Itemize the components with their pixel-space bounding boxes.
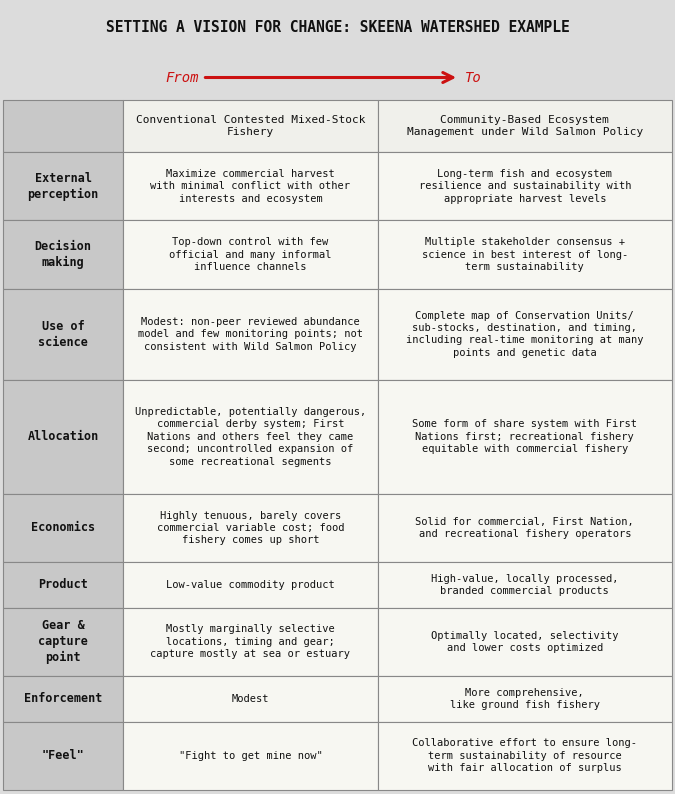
Text: Decision
making: Decision making [34, 240, 92, 269]
Bar [123, 494, 378, 562]
Text: To: To [465, 71, 482, 84]
Text: Community-Based Ecosystem
Management under Wild Salmon Policy: Community-Based Ecosystem Management und… [406, 115, 643, 137]
Bar [123, 380, 378, 494]
Text: From: From [165, 71, 198, 84]
Text: Some form of share system with First
Nations first; recreational fishery
equitab: Some form of share system with First Nat… [412, 419, 637, 454]
Bar [378, 289, 672, 380]
Bar [3, 289, 123, 380]
Bar [3, 380, 123, 494]
Bar [123, 152, 378, 221]
Text: Optimally located, selectivity
and lower costs optimized: Optimally located, selectivity and lower… [431, 630, 618, 653]
Text: Highly tenuous, barely covers
commercial variable cost; food
fishery comes up sh: Highly tenuous, barely covers commercial… [157, 511, 344, 545]
Text: Enforcement: Enforcement [24, 692, 103, 705]
Text: Mostly marginally selective
locations, timing and gear;
capture mostly at sea or: Mostly marginally selective locations, t… [151, 625, 350, 659]
Text: More comprehensive,
like ground fish fishery: More comprehensive, like ground fish fis… [450, 688, 600, 710]
Bar [0, 0, 675, 55]
Text: Top-down control with few
official and many informal
influence channels: Top-down control with few official and m… [169, 237, 331, 272]
Bar [3, 607, 123, 676]
Bar [378, 100, 672, 152]
Bar [378, 722, 672, 790]
Text: High-value, locally processed,
branded commercial products: High-value, locally processed, branded c… [431, 574, 618, 596]
Bar [123, 100, 378, 152]
Text: Gear &
capture
point: Gear & capture point [38, 619, 88, 665]
Bar [3, 152, 123, 221]
Bar [123, 221, 378, 289]
Bar [123, 676, 378, 722]
Bar [123, 607, 378, 676]
Text: Complete map of Conservation Units/
sub-stocks, destination, and timing,
includi: Complete map of Conservation Units/ sub-… [406, 310, 643, 358]
Text: Long-term fish and ecosystem
resilience and sustainability with
appropriate harv: Long-term fish and ecosystem resilience … [418, 169, 631, 203]
Text: Modest: non-peer reviewed abundance
model and few monitoring points; not
consist: Modest: non-peer reviewed abundance mode… [138, 317, 363, 352]
Text: Product: Product [38, 578, 88, 592]
Bar [378, 380, 672, 494]
Text: Use of
science: Use of science [38, 320, 88, 349]
Bar [378, 676, 672, 722]
Text: Economics: Economics [31, 522, 95, 534]
Text: Collaborative effort to ensure long-
term sustainability of resource
with fair a: Collaborative effort to ensure long- ter… [412, 738, 637, 773]
Bar [378, 494, 672, 562]
Bar [3, 676, 123, 722]
Bar [3, 100, 123, 152]
Text: "Feel": "Feel" [42, 750, 84, 762]
Text: Modest: Modest [232, 694, 269, 703]
Text: Solid for commercial, First Nation,
and recreational fishery operators: Solid for commercial, First Nation, and … [415, 517, 634, 539]
Text: Allocation: Allocation [28, 430, 99, 443]
Bar [378, 607, 672, 676]
Text: External
perception: External perception [28, 172, 99, 201]
Text: Low-value commodity product: Low-value commodity product [166, 580, 335, 590]
Text: "Fight to get mine now": "Fight to get mine now" [179, 751, 322, 761]
Text: Conventional Contested Mixed-Stock
Fishery: Conventional Contested Mixed-Stock Fishe… [136, 115, 365, 137]
Bar [378, 152, 672, 221]
Bar [378, 221, 672, 289]
Text: Unpredictable, potentially dangerous,
commercial derby system; First
Nations and: Unpredictable, potentially dangerous, co… [135, 407, 366, 467]
Bar [3, 562, 123, 607]
Bar [3, 221, 123, 289]
Bar [123, 289, 378, 380]
Bar [378, 562, 672, 607]
Text: Multiple stakeholder consensus +
science in best interest of long-
term sustaina: Multiple stakeholder consensus + science… [422, 237, 628, 272]
Text: SETTING A VISION FOR CHANGE: SKEENA WATERSHED EXAMPLE: SETTING A VISION FOR CHANGE: SKEENA WATE… [105, 20, 570, 35]
Bar [3, 722, 123, 790]
Text: Maximize commercial harvest
with minimal conflict with other
interests and ecosy: Maximize commercial harvest with minimal… [151, 169, 350, 203]
Bar [3, 494, 123, 562]
Bar [123, 562, 378, 607]
Bar [123, 722, 378, 790]
